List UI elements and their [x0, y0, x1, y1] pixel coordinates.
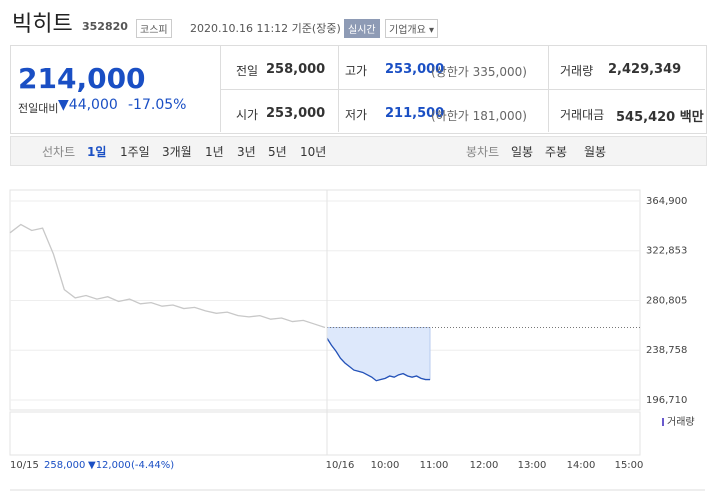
tab[interactable]: 주봉 — [545, 145, 568, 159]
divider — [548, 45, 549, 132]
y-tick-label: 280,805 — [646, 296, 687, 307]
x-tick-label: 12:00 — [470, 460, 499, 471]
stat-value: 253,000 — [266, 106, 326, 121]
x-tick-label: 15:00 — [615, 460, 644, 471]
stat-value: 211,500 — [385, 106, 445, 121]
tab[interactable]: 1년 — [205, 145, 224, 159]
footer-date: 10/15 — [10, 460, 39, 471]
divider — [220, 45, 221, 132]
tab[interactable]: 일봉 — [511, 145, 534, 159]
rate: -17.05% — [128, 97, 187, 113]
tab-label: 봉차트 — [466, 145, 500, 159]
stock-name: 빅히트 — [12, 12, 73, 37]
footer-rate: (-4.44%) — [131, 460, 174, 471]
market-badge: 코스피 — [136, 19, 172, 38]
y-tick-label: 196,710 — [646, 395, 687, 406]
stat-note: (상한가 335,000) — [431, 65, 527, 79]
volume-legend-swatch — [662, 418, 664, 426]
stat-value: 545,420 백만 — [616, 110, 704, 125]
footer-change: ▼12,000 — [88, 460, 131, 471]
tab[interactable]: 10년 — [300, 145, 327, 159]
stat-note: (하한가 181,000) — [431, 109, 527, 123]
tab[interactable]: 1주일 — [120, 145, 150, 159]
stat-label: 고가 — [345, 64, 368, 78]
stat-value: 253,000 — [385, 62, 445, 77]
time: 2020.10.16 11:12 기준(장중) — [190, 22, 341, 35]
volume-frame — [9, 411, 641, 456]
stat-label: 저가 — [345, 108, 368, 122]
x-tick-label: 13:00 — [518, 460, 547, 471]
change-label: 전일대비 — [18, 102, 59, 115]
quote-box — [10, 45, 707, 134]
x-tick-label: 14:00 — [567, 460, 596, 471]
x-tick-label: 11:00 — [420, 460, 449, 471]
tab[interactable]: 1일 — [87, 145, 107, 159]
stock-code: 352820 — [82, 20, 128, 33]
volume-legend: 거래량 — [667, 416, 695, 428]
stat-value: 258,000 — [266, 62, 326, 77]
tab[interactable]: 3개월 — [162, 145, 192, 159]
tab-label: 선차트 — [42, 145, 76, 159]
y-tick-label: 238,758 — [646, 345, 687, 356]
stat-label: 거래대금 — [560, 108, 605, 122]
change-value: 44,000 — [68, 97, 118, 113]
tab[interactable]: 월봉 — [584, 145, 607, 159]
price: 214,000 — [18, 62, 146, 95]
divider — [220, 89, 705, 90]
x-tick-label: 10/16 — [326, 460, 355, 471]
footer-close: 258,000 — [44, 460, 85, 471]
change: ▼44,000 — [58, 97, 118, 113]
price-line — [326, 337, 430, 382]
y-tick-label: 322,853 — [646, 246, 687, 257]
tab[interactable]: 3년 — [237, 145, 256, 159]
tab[interactable]: 5년 — [268, 145, 287, 159]
tab-bar — [10, 136, 707, 166]
price-line — [9, 223, 326, 329]
stat-label: 거래량 — [560, 64, 594, 78]
stat-label: 시가 — [236, 108, 259, 122]
x-tick-label: 10:00 — [371, 460, 400, 471]
area-fill — [326, 326, 431, 382]
company-label[interactable]: 기업개요 — [389, 25, 426, 36]
stat-label: 전일 — [236, 64, 259, 78]
stat-value: 2,429,349 — [608, 62, 682, 77]
realtime-badge: 실시간 — [344, 19, 380, 38]
divider — [338, 45, 339, 132]
company-dropdown[interactable]: 기업개요 ▾ — [385, 19, 439, 38]
y-tick-label: 364,900 — [646, 196, 687, 207]
